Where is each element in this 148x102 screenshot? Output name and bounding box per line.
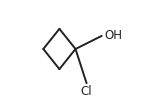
Text: OH: OH <box>105 29 123 42</box>
Text: Cl: Cl <box>81 85 92 98</box>
